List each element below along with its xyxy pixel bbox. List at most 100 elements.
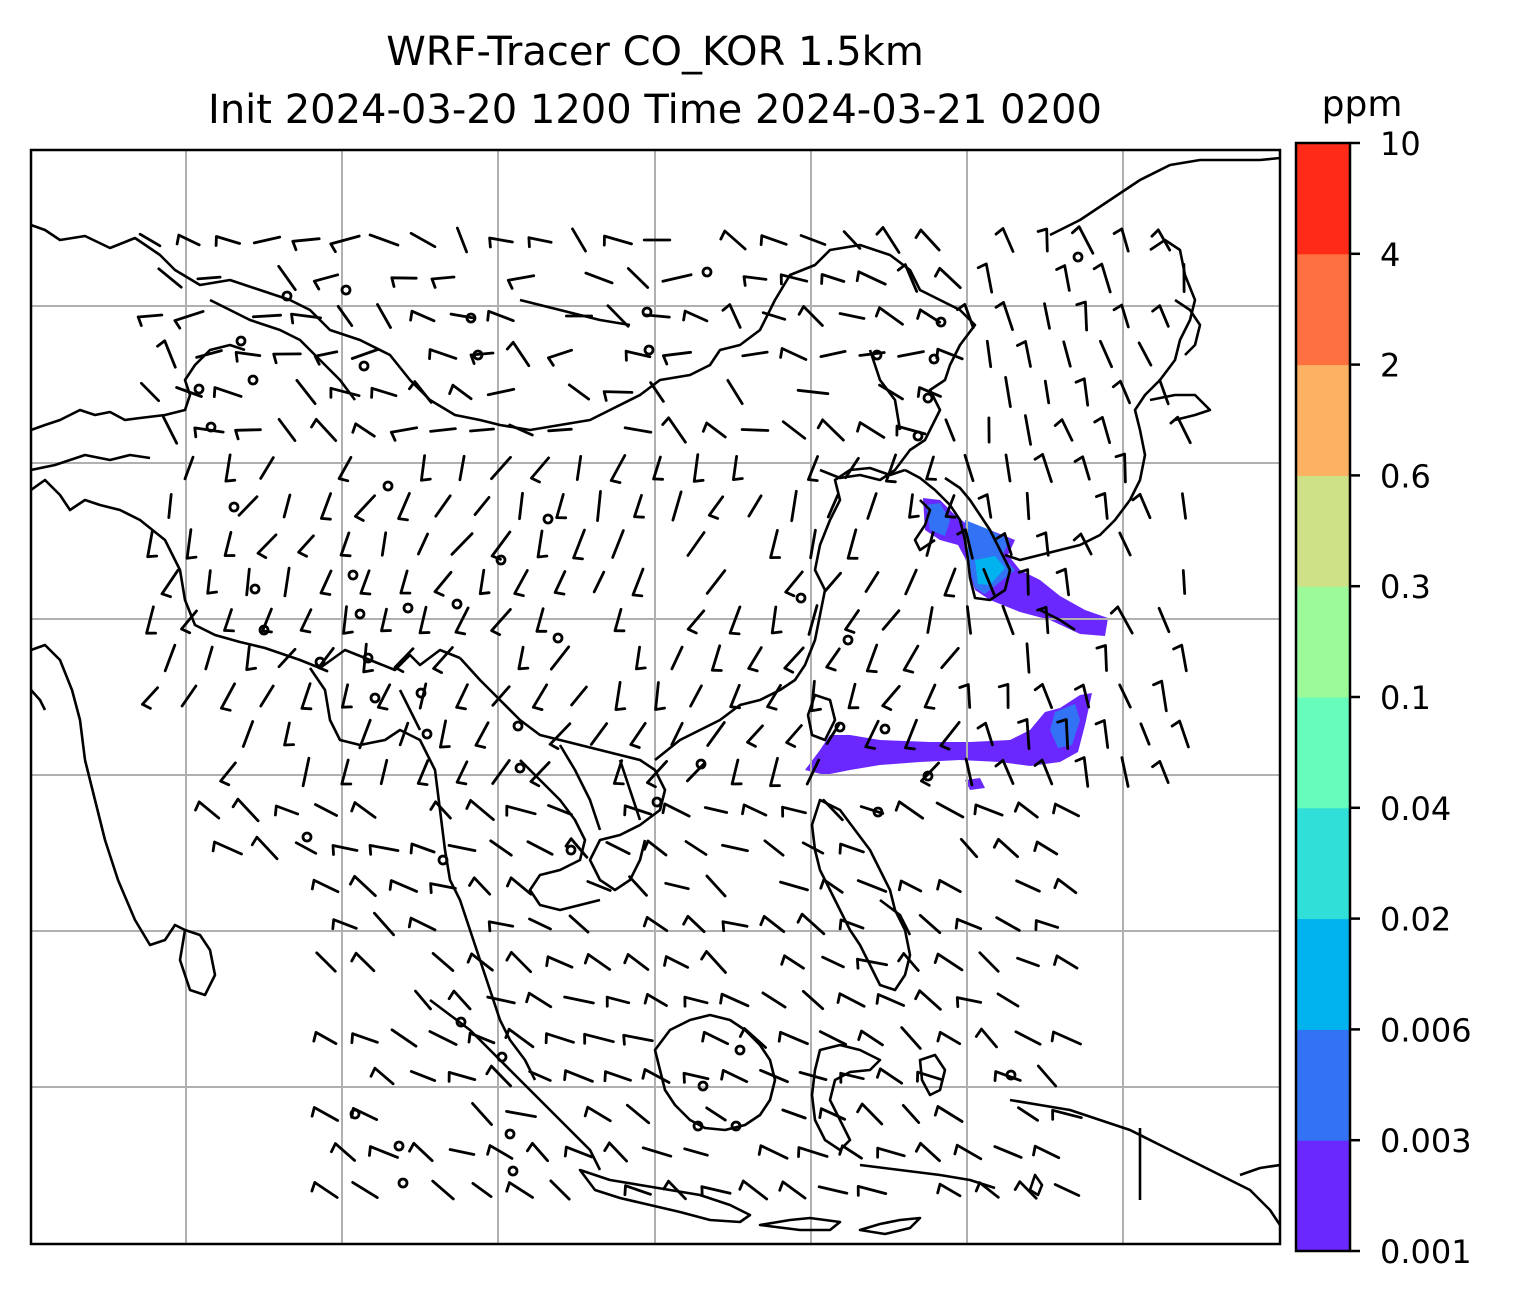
wind-barb bbox=[1071, 225, 1095, 255]
wind-barb bbox=[473, 496, 491, 516]
wind-barb bbox=[1151, 304, 1170, 328]
wind-barb bbox=[1109, 605, 1134, 635]
wind-barb bbox=[978, 951, 1000, 973]
wind-barb bbox=[1043, 379, 1051, 405]
wind-barb bbox=[434, 494, 452, 518]
wind-barb bbox=[1157, 606, 1171, 634]
wind-barb bbox=[916, 308, 942, 324]
wind-barb bbox=[156, 339, 177, 369]
colorbar: 0.001 0.003 0.006 0.02 0.04 0.1 0.3 0.6 2 4 10 bbox=[1294, 125, 1472, 1271]
wind-barb bbox=[631, 567, 645, 598]
wind-barb bbox=[252, 313, 282, 319]
wind-barb bbox=[629, 722, 647, 749]
wind-barb bbox=[943, 567, 957, 598]
wind-barb bbox=[259, 684, 275, 708]
wind-barb bbox=[528, 917, 552, 931]
wind-barb bbox=[259, 456, 275, 480]
plot-subtitle: Init 2024-03-20 1200 Time 2024-03-21 020… bbox=[208, 87, 1102, 133]
wind-barb bbox=[474, 721, 490, 749]
wind-barb bbox=[779, 347, 808, 361]
wind-barb bbox=[881, 609, 901, 631]
wind-barb bbox=[1092, 262, 1112, 294]
wind-barb bbox=[167, 493, 173, 519]
wind-barb bbox=[729, 683, 741, 710]
wind-barb bbox=[458, 454, 466, 482]
wind-barb bbox=[193, 426, 225, 439]
wind-barb bbox=[448, 1148, 476, 1156]
wind-barb bbox=[1053, 418, 1074, 442]
wind-barb bbox=[1055, 264, 1071, 292]
wind-barb bbox=[866, 492, 878, 520]
wind-barb bbox=[613, 607, 626, 633]
wind-barb bbox=[508, 423, 534, 437]
wind-barb bbox=[797, 1146, 829, 1158]
wind-barb bbox=[409, 1070, 437, 1082]
wind-barb bbox=[914, 228, 941, 252]
wind-barb bbox=[721, 920, 749, 933]
wind-barb bbox=[958, 683, 972, 709]
wind-barb bbox=[418, 682, 428, 710]
wind-barb bbox=[920, 761, 940, 787]
wind-barb bbox=[518, 491, 524, 521]
wind-barb bbox=[471, 1102, 493, 1126]
colorbar-segment bbox=[1296, 697, 1350, 809]
wind-barb bbox=[231, 797, 260, 823]
wind-barb bbox=[368, 844, 400, 856]
wind-barb bbox=[163, 643, 177, 673]
wind-barb bbox=[662, 1179, 687, 1201]
wind-barb bbox=[781, 1108, 807, 1120]
wind-barb bbox=[138, 232, 162, 248]
colorbar-tick-label: 0.02 bbox=[1380, 901, 1451, 939]
wind-barb bbox=[596, 490, 602, 522]
wind-barb bbox=[839, 1071, 865, 1084]
wind-barb bbox=[846, 528, 859, 560]
wind-barb bbox=[706, 721, 726, 747]
wind-barb bbox=[974, 1181, 1000, 1199]
wind-barb bbox=[689, 684, 703, 708]
wind-barb bbox=[953, 1143, 983, 1161]
wind-barb bbox=[160, 568, 180, 599]
wind-barb bbox=[491, 685, 511, 707]
wind-barb bbox=[526, 840, 554, 856]
wind-barb bbox=[204, 645, 214, 671]
wind-barb bbox=[1074, 683, 1091, 709]
wind-barb bbox=[875, 993, 906, 1007]
wind-barb bbox=[146, 529, 159, 559]
wind-barb bbox=[486, 995, 516, 1005]
wind-barb bbox=[1052, 802, 1080, 818]
wind-barb bbox=[409, 842, 436, 855]
wind-barb bbox=[531, 683, 549, 711]
wind-barb bbox=[1095, 492, 1109, 520]
wind-barb bbox=[1074, 756, 1090, 788]
wind-barb bbox=[399, 569, 412, 595]
wind-barb bbox=[567, 383, 591, 401]
wind-barb bbox=[838, 312, 866, 320]
wind-barb bbox=[369, 1066, 395, 1086]
wind-barb bbox=[895, 424, 927, 437]
wind-barb bbox=[506, 876, 533, 896]
wind-barb bbox=[428, 348, 458, 360]
wind-barb bbox=[994, 227, 1015, 253]
wind-barb bbox=[623, 804, 653, 817]
wind-barb bbox=[732, 455, 744, 481]
wind-barb bbox=[641, 1068, 671, 1084]
wind-barb bbox=[469, 351, 495, 365]
wind-barb bbox=[592, 570, 606, 594]
wind-barb bbox=[185, 528, 198, 560]
wind-barb bbox=[874, 306, 904, 326]
wind-barb bbox=[1013, 801, 1039, 819]
wind-barb bbox=[277, 264, 297, 292]
wind-barb bbox=[313, 350, 339, 366]
wind-barb bbox=[856, 957, 888, 970]
wind-barb bbox=[555, 493, 568, 520]
wind-barb bbox=[914, 1141, 941, 1163]
wind-barb bbox=[1073, 455, 1091, 481]
wind-barb bbox=[897, 879, 923, 893]
wind-barb bbox=[993, 1145, 1023, 1159]
wind-barb bbox=[297, 534, 315, 558]
wind-barb bbox=[728, 605, 742, 636]
wind-barb bbox=[486, 1144, 514, 1160]
wind-barb bbox=[283, 566, 291, 598]
wind-barb bbox=[1099, 339, 1113, 369]
wind-barb bbox=[1112, 227, 1130, 253]
